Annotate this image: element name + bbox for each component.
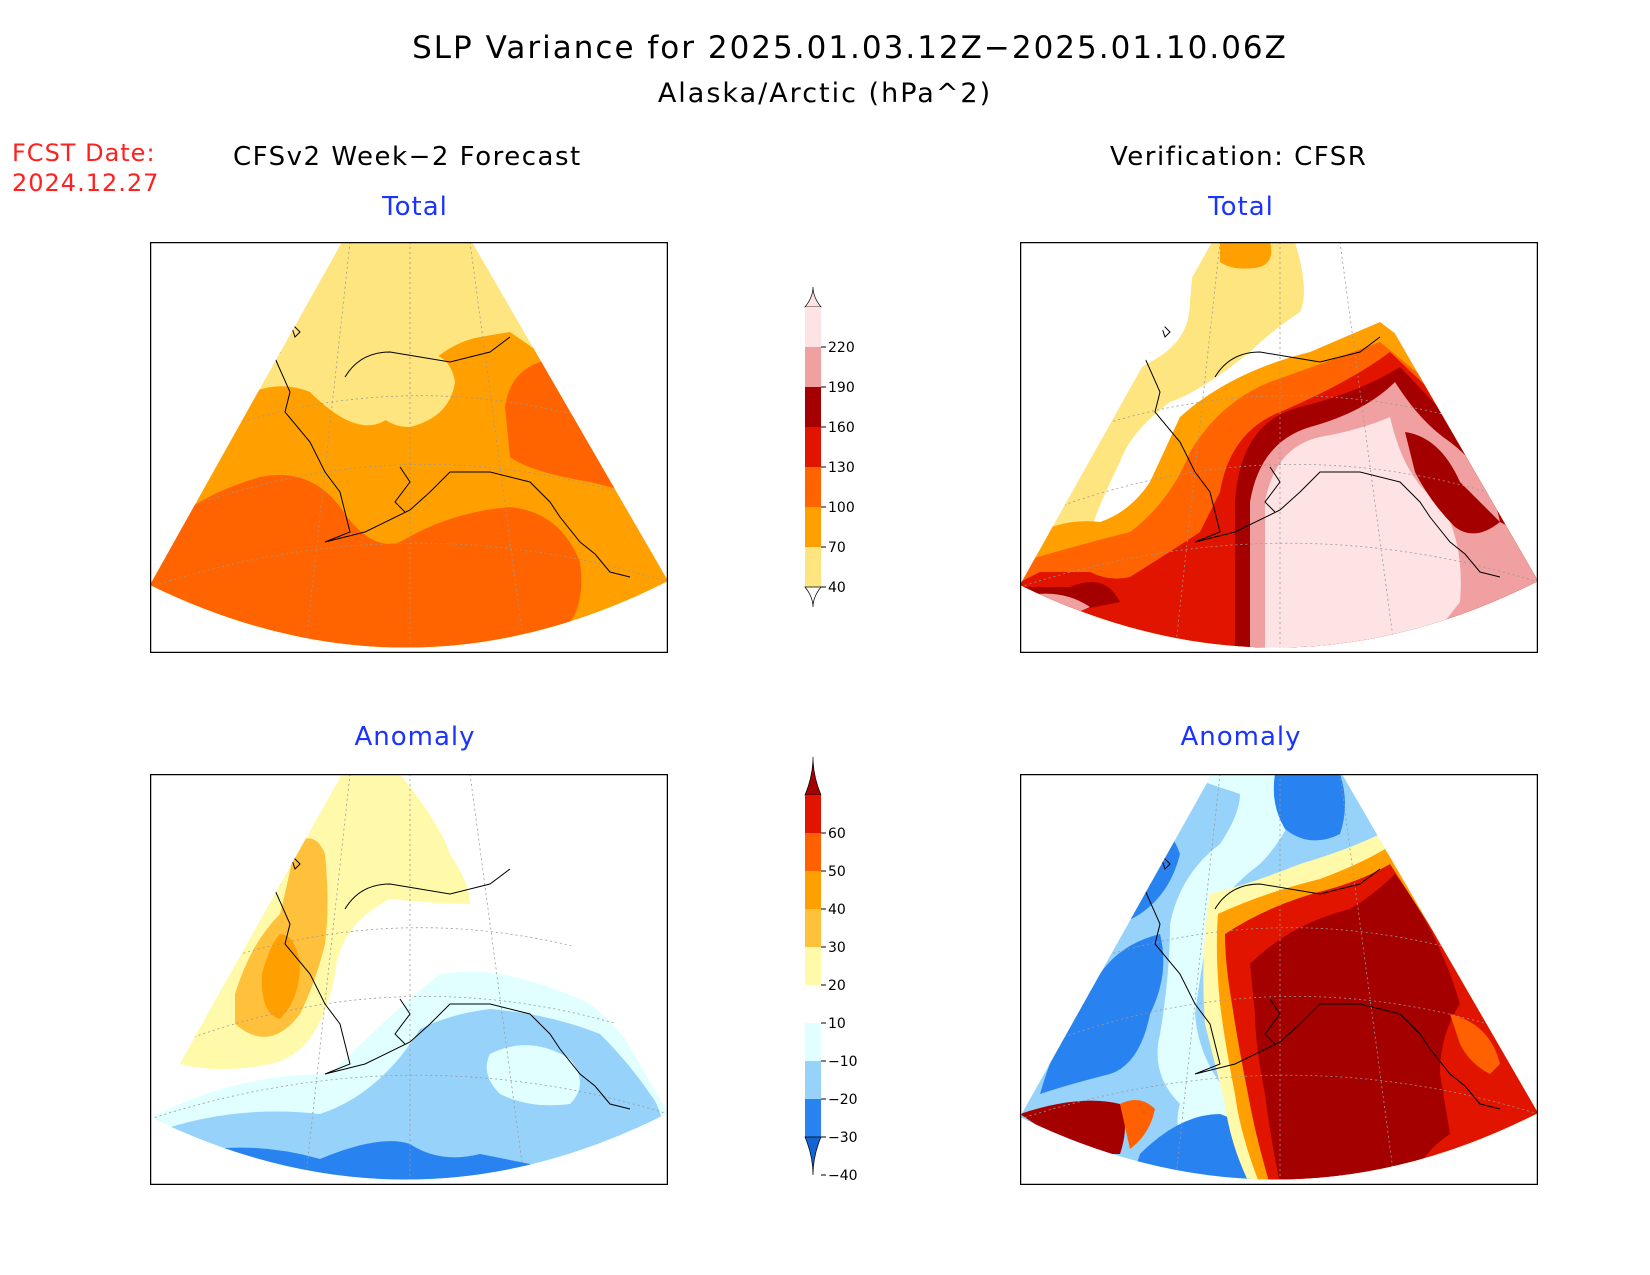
anomaly-colorbar: 60 50 40 30 20 10 −10 −20 −30 −40 bbox=[804, 756, 858, 1184]
map-frame bbox=[1020, 774, 1538, 1185]
total-colorbar-tick-label: 130 bbox=[828, 460, 855, 476]
total-colorbar: 220 190 160 130 100 70 40 bbox=[804, 286, 855, 608]
total-colorbar-tick-label: 190 bbox=[828, 380, 855, 396]
contour-minus30-minus40-northeast bbox=[1273, 774, 1345, 841]
main-subtitle: Alaska/Arctic (hPa^2) bbox=[657, 78, 993, 109]
anomaly-colorbar-tick-label: −10 bbox=[828, 1054, 858, 1070]
contour-above-60-west bbox=[1020, 1100, 1125, 1154]
anomaly-colorbar-segment bbox=[805, 947, 821, 985]
anomaly-colorbar-segment bbox=[805, 871, 821, 909]
total-colorbar-segment bbox=[805, 347, 821, 387]
contour-above-60 bbox=[1250, 874, 1460, 1180]
total-colorbar-segment bbox=[805, 467, 821, 507]
anomaly-colorbar-segment bbox=[805, 1099, 821, 1137]
anomaly-colorbar-bottom-triangle bbox=[804, 1136, 822, 1176]
anomaly-colorbar-segment bbox=[805, 1061, 821, 1099]
total-colorbar-segment bbox=[805, 427, 821, 467]
map-frame bbox=[150, 774, 668, 1185]
verification-total-title: Total bbox=[1208, 192, 1274, 222]
forecast-anomaly-map bbox=[150, 774, 668, 1185]
total-colorbar-tick-label: 160 bbox=[828, 420, 855, 436]
map-frame bbox=[150, 242, 668, 653]
total-colorbar-segment bbox=[805, 387, 821, 427]
contour-minus10-minus20-inner bbox=[486, 1045, 580, 1106]
forecast-column-title: CFSv2 Week−2 Forecast bbox=[233, 142, 582, 172]
anomaly-colorbar-top-triangle bbox=[804, 756, 822, 796]
total-colorbar-tick-label: 70 bbox=[828, 540, 846, 556]
contour-40-70 bbox=[1020, 242, 1304, 542]
graticule bbox=[1020, 774, 1538, 1180]
forecast-total-title: Total bbox=[382, 192, 448, 222]
verification-total-map bbox=[1020, 242, 1538, 653]
verification-anomaly-title: Anomaly bbox=[1180, 722, 1302, 752]
contour-minus30-minus40-west bbox=[1040, 934, 1164, 1094]
total-colorbar-tick-label: 220 bbox=[828, 340, 855, 356]
anomaly-colorbar-tick-label: 60 bbox=[828, 826, 846, 842]
anomaly-colorbar-tick-label: −40 bbox=[828, 1168, 858, 1184]
total-colorbar-segment bbox=[805, 507, 821, 547]
graticule bbox=[150, 242, 668, 648]
anomaly-colorbar-segment bbox=[805, 833, 821, 871]
total-colorbar-tick-label: 100 bbox=[828, 500, 855, 516]
forecast-total-map bbox=[150, 242, 668, 653]
contour-100-130 bbox=[150, 475, 668, 648]
total-colorbar-bottom-triangle bbox=[804, 586, 822, 608]
contour-40-50-west bbox=[1120, 1100, 1155, 1149]
anomaly-colorbar-segment bbox=[805, 1023, 821, 1061]
map-frame bbox=[1020, 242, 1538, 653]
total-colorbar-segment bbox=[805, 307, 821, 347]
anomaly-colorbar-tick-label: 30 bbox=[828, 940, 846, 956]
contour-70-100-north bbox=[1220, 242, 1272, 269]
contour-above-220 bbox=[1265, 417, 1461, 648]
forecast-date: FCST Date: 2024.12.27 bbox=[12, 138, 159, 198]
anomaly-colorbar-tick-label: 50 bbox=[828, 864, 846, 880]
anomaly-colorbar-tick-label: 10 bbox=[828, 1016, 846, 1032]
contour-minus30-minus40-south bbox=[1130, 1114, 1260, 1180]
contour-40-50-east bbox=[1450, 1014, 1500, 1074]
total-colorbar-tick-label: 40 bbox=[828, 580, 846, 596]
verification-anomaly-map bbox=[1020, 774, 1538, 1185]
main-title: SLP Variance for 2025.01.03.12Z−2025.01.… bbox=[412, 30, 1288, 66]
forecast-date-value: 2024.12.27 bbox=[12, 169, 160, 197]
contour-40-70-center bbox=[370, 352, 455, 427]
verification-column-title: Verification: CFSR bbox=[1110, 142, 1368, 172]
anomaly-colorbar-tick-label: 20 bbox=[828, 978, 846, 994]
anomaly-colorbar-segment bbox=[805, 795, 821, 833]
anomaly-colorbar-tick-label: 40 bbox=[828, 902, 846, 918]
total-colorbar-segment bbox=[805, 547, 821, 587]
forecast-anomaly-title: Anomaly bbox=[354, 722, 476, 752]
anomaly-colorbar-segment bbox=[805, 909, 821, 947]
contour-30-40 bbox=[261, 934, 300, 1019]
forecast-date-label: FCST Date: bbox=[12, 139, 156, 167]
contour-minus10-minus20 bbox=[1157, 774, 1310, 1180]
anomaly-colorbar-tick-label: −20 bbox=[828, 1092, 858, 1108]
graticule bbox=[1020, 242, 1538, 648]
anomaly-colorbar-tick-label: −30 bbox=[828, 1130, 858, 1146]
contour-160-190-east bbox=[1405, 432, 1500, 534]
total-colorbar-top-triangle bbox=[804, 286, 822, 308]
graticule bbox=[150, 774, 668, 1180]
anomaly-colorbar-segment bbox=[805, 985, 821, 1023]
